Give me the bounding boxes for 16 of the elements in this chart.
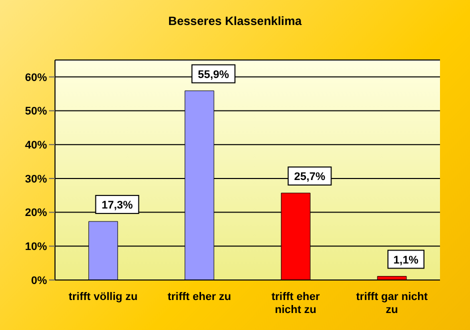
data-label: 1,1%	[393, 254, 419, 266]
x-tick-label: trifft eher zu	[168, 291, 232, 303]
y-tick-label: 60%	[24, 72, 48, 84]
chart-title: Besseres Klassenklima	[167, 14, 303, 28]
x-tick-label: trifft gar nicht zu	[356, 291, 428, 316]
y-tick-label: 40%	[24, 140, 48, 152]
y-tick-label: 0%	[31, 274, 48, 287]
y-tick-label: 30%	[24, 173, 48, 186]
y-tick-label: 10%	[24, 241, 48, 254]
x-tick-label: trifft völlig zu	[68, 291, 138, 303]
data-label: 55,9%	[198, 68, 230, 81]
x-tick-label: trifft eher nicht zu	[271, 291, 320, 316]
data-label: 25,7%	[294, 171, 326, 184]
y-tick-label: 20%	[24, 207, 48, 220]
data-label: 17,3%	[102, 199, 133, 212]
y-tick-label: 50%	[24, 106, 48, 118]
